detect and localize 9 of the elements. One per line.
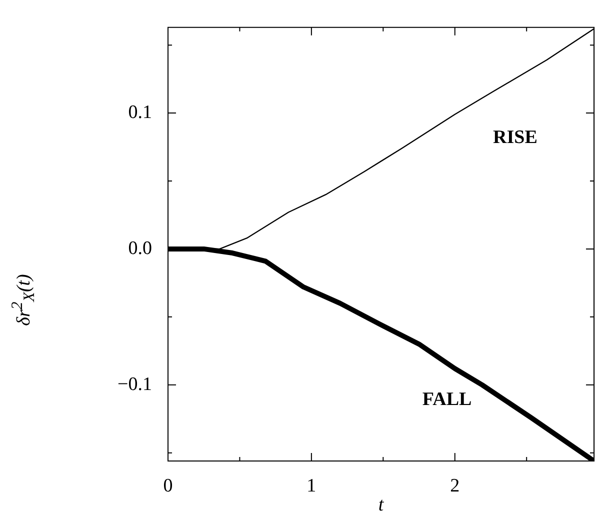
annotation: FALL (422, 389, 472, 410)
x-tick-label: 0 (163, 475, 173, 496)
y-tick-label: 0.0 (128, 238, 152, 259)
x-tick-label: 1 (306, 475, 316, 496)
y-tick-label: 0.1 (128, 102, 152, 124)
x-axis-title: t (378, 494, 384, 516)
annotation: RISE (493, 126, 538, 148)
x-tick-label: 2 (450, 475, 460, 496)
y-tick-label: −0.1 (118, 374, 152, 395)
